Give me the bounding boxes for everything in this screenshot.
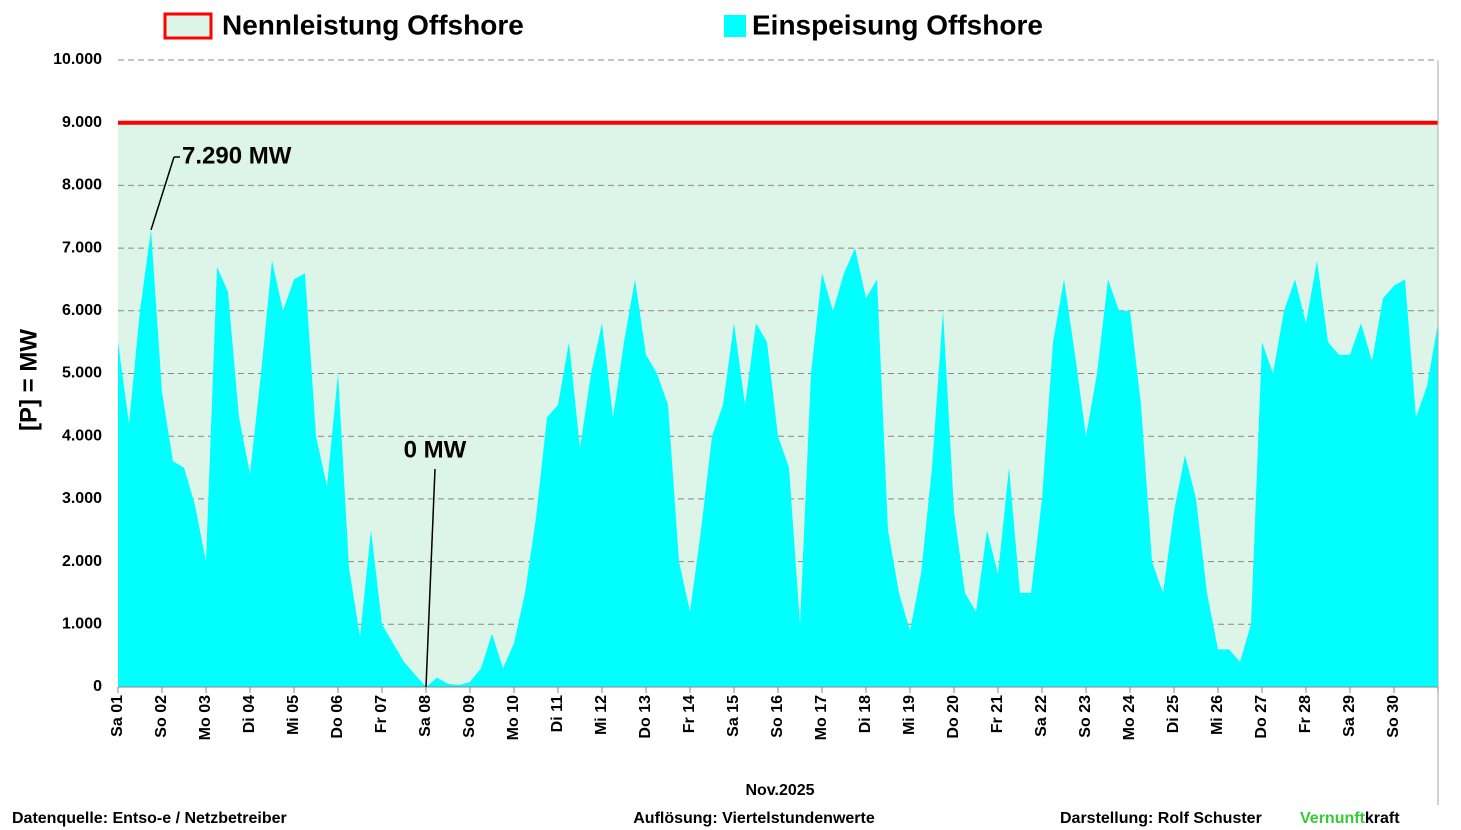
y-tick-label: 9.000 (62, 114, 102, 131)
x-tick-label: So 30 (1385, 695, 1402, 738)
x-tick-label: Sa 29 (1341, 695, 1358, 737)
legend-label: Einspeisung Offshore (752, 9, 1043, 40)
x-tick-label: Di 04 (241, 695, 258, 733)
x-tick-label: Sa 08 (417, 695, 434, 737)
x-tick-label: Sa 22 (1033, 695, 1050, 737)
x-tick-label: Mo 24 (1121, 695, 1138, 740)
annotation-leader (425, 468, 436, 688)
y-tick-label: 4.000 (62, 427, 102, 444)
brand-part: Vernunft (1300, 810, 1366, 827)
x-tick-label: Fr 21 (989, 695, 1006, 733)
x-tick-label: Fr 28 (1297, 695, 1314, 733)
x-tick-label: Mi 12 (593, 695, 610, 735)
annotation-leader (150, 156, 175, 231)
footer-author: Darstellung: Rolf Schuster (1060, 810, 1262, 827)
x-tick-label: Do 13 (637, 695, 654, 739)
x-tick-label: So 23 (1077, 695, 1094, 738)
y-tick-label: 3.000 (62, 490, 102, 507)
area (118, 229, 1438, 687)
legend-swatch (163, 12, 213, 40)
y-tick-label: 10.000 (53, 51, 102, 68)
y-tick-label: 5.000 (62, 365, 102, 382)
y-axis-label: [P] = MW (15, 329, 42, 431)
x-tick-label: Mi 26 (1209, 695, 1226, 735)
annotation: 7.290 MW (182, 142, 292, 169)
x-tick-label: So 02 (153, 695, 170, 738)
x-tick-label: Do 20 (945, 695, 962, 739)
x-tick-label: Sa 15 (725, 695, 742, 737)
footer-brand: Vernunftkraft (1300, 810, 1400, 827)
plot-area (117, 59, 1439, 805)
x-tick-label: Di 18 (857, 695, 874, 733)
y-tick-label: 2.000 (62, 553, 102, 570)
brand-part: kraft (1365, 810, 1400, 827)
footer-resolution: Auflösung: Viertelstundenwerte (633, 810, 875, 827)
y-tick-label: 8.000 (62, 177, 102, 194)
x-tick-label: Di 25 (1165, 695, 1182, 733)
y-tick-label: 7.000 (62, 239, 102, 256)
x-tick-label: Sa 01 (109, 695, 126, 737)
x-tick-label: Fr 14 (681, 695, 698, 733)
footer-source: Datenquelle: Entso-e / Netzbetreiber (12, 810, 287, 827)
x-axis-label: Nov.2025 (745, 782, 814, 799)
y-tick-label: 6.000 (62, 302, 102, 319)
legend-swatch (724, 15, 746, 37)
x-tick-label: Mi 05 (285, 695, 302, 735)
x-tick-label: Do 06 (329, 695, 346, 739)
x-tick-label: Mo 10 (505, 695, 522, 740)
annotation: 0 MW (404, 436, 467, 463)
x-tick-label: So 09 (461, 695, 478, 738)
y-tick-label: 1.000 (62, 616, 102, 633)
x-tick-label: Mo 03 (197, 695, 214, 740)
x-tick-label: Di 11 (549, 695, 566, 732)
legend-label: Nennleistung Offshore (222, 9, 524, 40)
x-tick-label: Do 27 (1253, 695, 1270, 739)
x-tick-label: So 16 (769, 695, 786, 738)
x-tick-label: Mo 17 (813, 695, 830, 740)
y-tick-label: 0 (93, 678, 102, 695)
x-tick-label: Fr 07 (373, 695, 390, 733)
x-tick-label: Mi 19 (901, 695, 918, 735)
